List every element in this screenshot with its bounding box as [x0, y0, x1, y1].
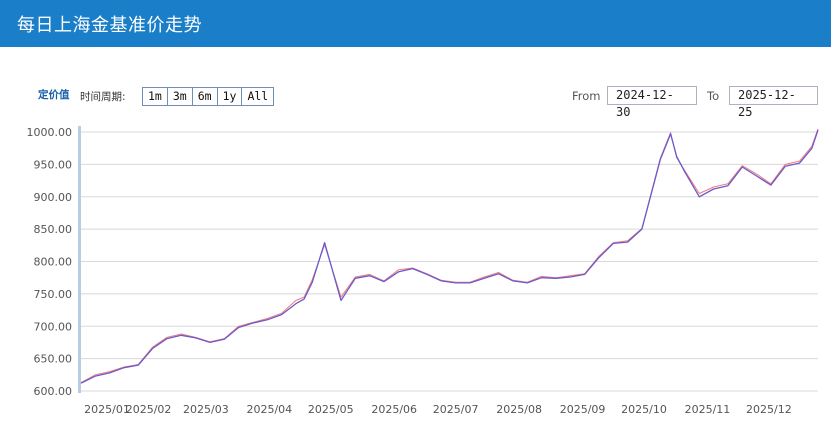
- x-tick-label: 2025/08: [496, 403, 542, 416]
- y-tick-label: 800.00: [34, 256, 73, 269]
- series-label: 定价值: [38, 89, 70, 101]
- x-tick-label: 2025/01: [84, 403, 130, 416]
- y-tick-label: 850.00: [34, 223, 73, 236]
- period-3m-button[interactable]: 3m: [167, 88, 193, 105]
- to-label: To: [707, 89, 720, 103]
- x-tick-label: 2025/07: [433, 403, 479, 416]
- grid-layer: [78, 126, 818, 393]
- series-layer: [80, 128, 819, 384]
- period-all-button[interactable]: All: [242, 88, 274, 105]
- x-tick-label: 2025/06: [371, 403, 417, 416]
- y-axis-ticks: 1000.00 950.00 900.00 850.00 800.00 750.00 700…: [27, 126, 73, 398]
- series-line-1: [80, 128, 819, 384]
- y-tick-label: 1000.00: [27, 126, 73, 139]
- chart-toolbar: 定价值 时间周期: 1m 3m 6m 1y All From 2024-12-3…: [0, 84, 831, 119]
- x-tick-label: 2025/05: [308, 403, 354, 416]
- period-label: 时间周期:: [80, 91, 126, 103]
- period-1y-button[interactable]: 1y: [217, 88, 243, 105]
- x-tick-label: 2025/03: [183, 403, 229, 416]
- x-tick-label: 2025/02: [126, 403, 172, 416]
- x-tick-label: 2025/11: [685, 403, 731, 416]
- page-header: 每日上海金基准价走势: [0, 0, 831, 47]
- y-tick-label: 600.00: [34, 385, 73, 398]
- from-label: From: [572, 89, 601, 103]
- from-date-input[interactable]: 2024-12-30: [607, 86, 697, 119]
- y-tick-label: 900.00: [34, 191, 73, 204]
- y-axis-line: [78, 126, 81, 393]
- x-tick-label: 2025/12: [746, 403, 792, 416]
- y-tick-label: 700.00: [34, 320, 73, 333]
- period-6m-button[interactable]: 6m: [192, 88, 218, 105]
- period-1m-button[interactable]: 1m: [143, 88, 168, 105]
- page-title: 每日上海金基准价走势: [17, 15, 202, 36]
- period-selector: 1m 3m 6m 1y All: [142, 87, 275, 106]
- x-tick-label: 2025/09: [560, 403, 606, 416]
- y-tick-label: 650.00: [34, 353, 73, 366]
- x-tick-label: 2025/10: [621, 403, 667, 416]
- price-line-chart: 1000.00 950.00 900.00 850.00 800.00 750.00 700…: [27, 126, 819, 416]
- x-tick-label: 2025/04: [246, 403, 292, 416]
- to-date-input[interactable]: 2025-12-25: [729, 86, 818, 119]
- y-tick-label: 750.00: [34, 288, 73, 301]
- y-tick-label: 950.00: [34, 158, 73, 171]
- series-line-2: [80, 129, 819, 384]
